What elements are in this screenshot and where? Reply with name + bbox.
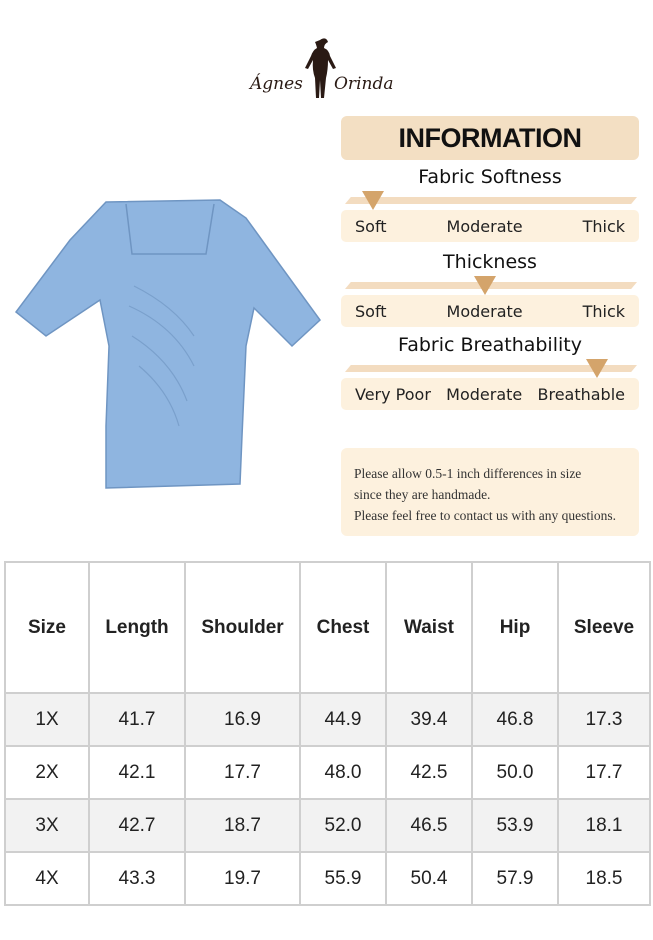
table-row: 4X 43.3 19.7 55.9 50.4 57.9 18.5 [4,851,651,906]
information-heading: INFORMATION [341,116,639,160]
header-chest: Chest [299,561,387,694]
scale-label: Thick [582,301,625,321]
breathability-bar [345,365,637,372]
table-cell: 50.4 [385,851,473,906]
table-cell: 46.5 [385,798,473,853]
silhouette-icon [305,38,336,98]
thickness-labels: Soft Moderate Thick [341,295,639,327]
table-cell: 41.7 [88,692,186,747]
scale-label: Soft [355,301,387,321]
header-size: Size [4,561,90,694]
table-cell: 3X [4,798,90,853]
scale-label: Soft [355,216,387,236]
table-cell: 18.1 [557,798,651,853]
table-cell: 18.5 [557,851,651,906]
scale-label: Moderate [446,216,523,236]
table-cell: 48.0 [299,745,387,800]
table-cell: 44.9 [299,692,387,747]
header-length: Length [88,561,186,694]
table-cell: 4X [4,851,90,906]
table-cell: 18.7 [184,798,301,853]
softness-bar [345,197,637,204]
table-cell: 19.7 [184,851,301,906]
note-line: Please allow 0.5-1 inch differences in s… [354,466,582,481]
header-shoulder: Shoulder [184,561,301,694]
table-cell: 57.9 [471,851,559,906]
fabric-softness-title: Fabric Softness [418,166,562,188]
table-cell: 17.7 [557,745,651,800]
table-cell: 1X [4,692,90,747]
header-waist: Waist [385,561,473,694]
header-sleeve: Sleeve [557,561,651,694]
scale-label: Moderate [446,384,523,404]
scale-label: Thick [582,216,625,236]
table-cell: 43.3 [88,851,186,906]
brand-name-right: Orinda [334,74,394,94]
table-row: 3X 42.7 18.7 52.0 46.5 53.9 18.1 [4,798,651,853]
note-line: Please feel free to contact us with any … [354,508,617,523]
brand-logo: Ágnes Orinda [248,34,398,104]
scale-label: Moderate [446,301,523,321]
table-cell: 16.9 [184,692,301,747]
table-cell: 42.1 [88,745,186,800]
table-header-row: Size Length Shoulder Chest Waist Hip Sle… [4,561,651,694]
note-line: since they are handmade. [354,487,491,502]
dress-image [14,199,321,489]
table-cell: 17.7 [184,745,301,800]
breathability-title: Fabric Breathability [398,334,582,356]
table-row: 1X 41.7 16.9 44.9 39.4 46.8 17.3 [4,692,651,747]
scale-label: Very Poor [355,384,431,404]
table-cell: 39.4 [385,692,473,747]
softness-labels: Soft Moderate Thick [341,210,639,242]
size-note: Please allow 0.5-1 inch differences in s… [341,448,639,536]
table-cell: 52.0 [299,798,387,853]
table-row: 2X 42.1 17.7 48.0 42.5 50.0 17.7 [4,745,651,800]
table-cell: 42.5 [385,745,473,800]
scale-label: Breathable [537,384,625,404]
breathability-labels: Very Poor Moderate Breathable [341,378,639,410]
table-cell: 53.9 [471,798,559,853]
header-hip: Hip [471,561,559,694]
breathability-marker [586,359,608,378]
softness-marker [362,191,384,210]
thickness-title: Thickness [443,251,537,273]
table-cell: 55.9 [299,851,387,906]
table-cell: 46.8 [471,692,559,747]
size-table: Size Length Shoulder Chest Waist Hip Sle… [4,561,651,906]
brand-name-left: Ágnes [250,74,303,94]
table-cell: 17.3 [557,692,651,747]
table-cell: 50.0 [471,745,559,800]
thickness-marker [474,276,496,295]
table-cell: 42.7 [88,798,186,853]
table-cell: 2X [4,745,90,800]
